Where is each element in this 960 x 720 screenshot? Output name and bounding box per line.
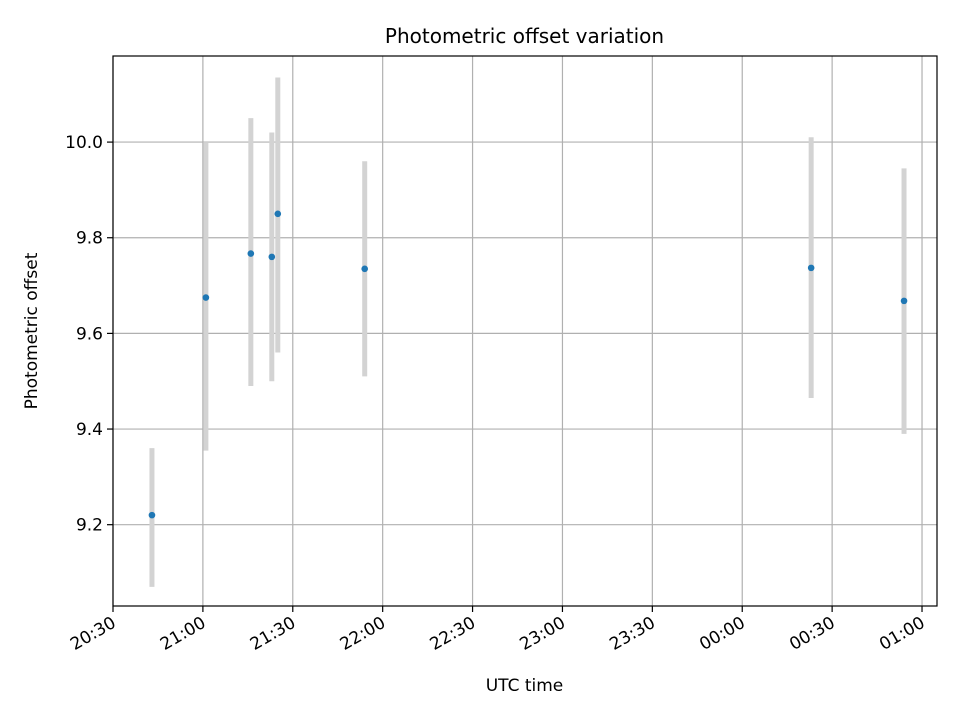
x-axis-title: UTC time bbox=[486, 676, 564, 696]
data-points bbox=[148, 210, 908, 519]
y-tick-label: 9.2 bbox=[76, 516, 103, 536]
y-tick-label: 9.6 bbox=[76, 324, 103, 344]
grid bbox=[112, 56, 937, 606]
y-axis-title: Photometric offset bbox=[22, 252, 42, 409]
y-tick-label: 10.0 bbox=[65, 133, 103, 153]
x-tick-label: 23:00 bbox=[517, 613, 569, 655]
y-tick-label: 9.4 bbox=[76, 420, 103, 440]
x-tick-label: 21:00 bbox=[157, 613, 209, 655]
x-tick-label: 21:30 bbox=[247, 613, 299, 655]
x-tick-label: 22:00 bbox=[337, 613, 389, 655]
plot-frame bbox=[112, 55, 938, 607]
data-point bbox=[247, 250, 255, 257]
x-tick-label: 00:30 bbox=[786, 613, 838, 655]
y-axis-ticks: 9.2 9.4 9.6 9.8 10.0 bbox=[65, 133, 113, 536]
data-point bbox=[900, 297, 908, 305]
y-tick-label: 9.8 bbox=[76, 229, 103, 249]
data-point bbox=[268, 253, 276, 261]
data-point bbox=[148, 511, 156, 519]
data-point bbox=[202, 294, 210, 301]
x-tick-label: 00:00 bbox=[696, 613, 748, 655]
chart-title: Photometric offset variation bbox=[385, 24, 664, 48]
x-tick-label: 23:30 bbox=[606, 613, 658, 655]
x-tick-label: 20:30 bbox=[67, 613, 119, 655]
errorbars bbox=[149, 77, 907, 587]
x-tick-label: 22:30 bbox=[427, 613, 479, 655]
data-point bbox=[361, 265, 368, 273]
data-point bbox=[274, 210, 282, 218]
x-tick-label: 01:00 bbox=[876, 613, 928, 655]
x-axis-ticks: 20:30 21:00 21:30 22:00 22:30 23:00 23:30 00:00… bbox=[67, 606, 929, 655]
data-point bbox=[807, 264, 815, 272]
